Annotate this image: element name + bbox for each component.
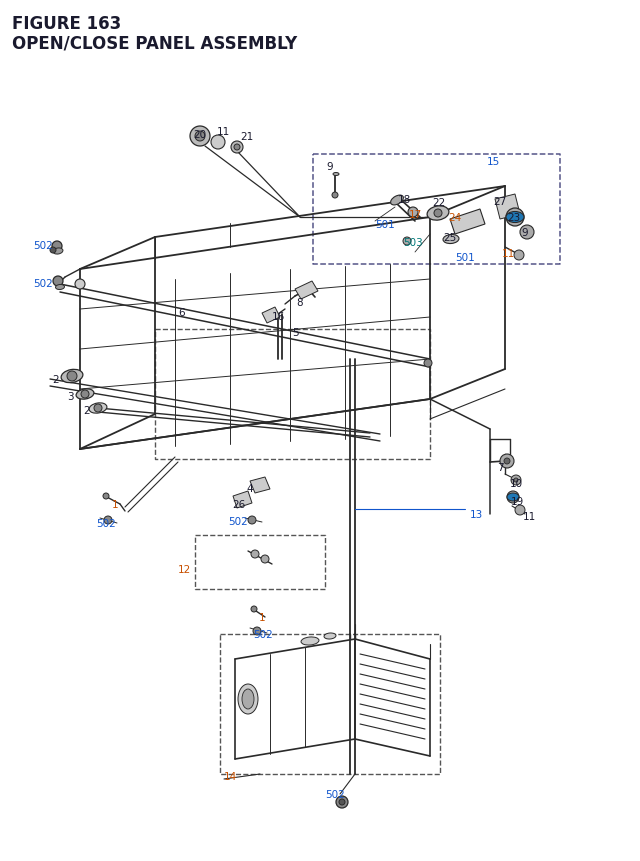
Ellipse shape bbox=[242, 689, 254, 709]
Circle shape bbox=[424, 360, 432, 368]
Text: 3: 3 bbox=[67, 392, 74, 401]
Circle shape bbox=[94, 405, 102, 412]
Text: 502: 502 bbox=[33, 241, 52, 251]
Circle shape bbox=[261, 555, 269, 563]
Text: 17: 17 bbox=[409, 210, 422, 220]
Text: 19: 19 bbox=[511, 497, 524, 506]
Polygon shape bbox=[450, 210, 485, 235]
Text: 9: 9 bbox=[521, 228, 527, 238]
Circle shape bbox=[231, 142, 243, 154]
Circle shape bbox=[500, 455, 514, 468]
Ellipse shape bbox=[390, 195, 403, 206]
Circle shape bbox=[514, 251, 524, 261]
Text: 2: 2 bbox=[83, 406, 90, 416]
Ellipse shape bbox=[507, 493, 519, 501]
Ellipse shape bbox=[238, 684, 258, 714]
Circle shape bbox=[75, 280, 85, 289]
Text: FIGURE 163: FIGURE 163 bbox=[12, 15, 121, 33]
Text: 503: 503 bbox=[403, 238, 423, 248]
Ellipse shape bbox=[506, 213, 524, 223]
Text: 11: 11 bbox=[217, 127, 230, 137]
Circle shape bbox=[50, 248, 56, 254]
Text: 18: 18 bbox=[398, 195, 412, 205]
Circle shape bbox=[251, 550, 259, 558]
Text: 27: 27 bbox=[493, 197, 506, 207]
Text: 14: 14 bbox=[224, 771, 237, 781]
Text: 501: 501 bbox=[375, 220, 395, 230]
Text: 16: 16 bbox=[272, 312, 285, 322]
Circle shape bbox=[253, 628, 261, 635]
Circle shape bbox=[67, 372, 77, 381]
Circle shape bbox=[248, 517, 256, 524]
Text: 502: 502 bbox=[253, 629, 273, 639]
Text: 11: 11 bbox=[502, 249, 515, 258]
Ellipse shape bbox=[333, 173, 339, 177]
Text: 8: 8 bbox=[296, 298, 303, 307]
Ellipse shape bbox=[301, 637, 319, 645]
Text: 501: 501 bbox=[455, 253, 475, 263]
Circle shape bbox=[507, 492, 519, 504]
Circle shape bbox=[332, 193, 338, 199]
Circle shape bbox=[211, 136, 225, 150]
Ellipse shape bbox=[324, 633, 336, 639]
Text: 23: 23 bbox=[507, 213, 520, 223]
Text: 12: 12 bbox=[178, 564, 191, 574]
Text: 21: 21 bbox=[240, 132, 253, 142]
Polygon shape bbox=[262, 307, 280, 324]
Text: 25: 25 bbox=[443, 232, 456, 243]
Text: 24: 24 bbox=[448, 213, 461, 223]
Circle shape bbox=[434, 210, 442, 218]
Text: 502: 502 bbox=[325, 789, 345, 799]
Ellipse shape bbox=[443, 235, 459, 245]
Text: 2: 2 bbox=[52, 375, 59, 385]
Circle shape bbox=[339, 799, 345, 805]
Polygon shape bbox=[250, 478, 270, 493]
Ellipse shape bbox=[427, 207, 449, 221]
Circle shape bbox=[52, 242, 62, 251]
Circle shape bbox=[504, 458, 510, 464]
Text: 5: 5 bbox=[292, 328, 299, 338]
Text: 15: 15 bbox=[487, 157, 500, 167]
Text: 26: 26 bbox=[232, 499, 245, 510]
Text: 6: 6 bbox=[178, 307, 184, 318]
Circle shape bbox=[190, 127, 210, 147]
Polygon shape bbox=[495, 195, 520, 220]
Text: 502: 502 bbox=[33, 279, 52, 288]
Text: 9: 9 bbox=[326, 162, 333, 172]
Text: 20: 20 bbox=[193, 130, 206, 139]
Text: 11: 11 bbox=[523, 511, 536, 522]
Ellipse shape bbox=[89, 403, 107, 413]
Text: 22: 22 bbox=[432, 198, 445, 208]
Circle shape bbox=[195, 132, 205, 142]
Text: 4: 4 bbox=[246, 483, 253, 493]
Text: OPEN/CLOSE PANEL ASSEMBLY: OPEN/CLOSE PANEL ASSEMBLY bbox=[12, 35, 297, 53]
Circle shape bbox=[104, 517, 112, 524]
Circle shape bbox=[251, 606, 257, 612]
Circle shape bbox=[53, 276, 63, 287]
Polygon shape bbox=[295, 282, 318, 300]
Circle shape bbox=[408, 208, 418, 218]
Ellipse shape bbox=[61, 370, 83, 383]
Text: 13: 13 bbox=[470, 510, 483, 519]
Circle shape bbox=[511, 475, 521, 486]
Ellipse shape bbox=[53, 249, 63, 255]
Text: 10: 10 bbox=[510, 479, 523, 488]
Text: 502: 502 bbox=[228, 517, 248, 526]
Ellipse shape bbox=[76, 389, 94, 400]
Text: 7: 7 bbox=[497, 462, 504, 473]
Circle shape bbox=[81, 391, 89, 399]
Circle shape bbox=[515, 505, 525, 516]
Circle shape bbox=[520, 226, 534, 239]
Circle shape bbox=[506, 208, 524, 226]
Circle shape bbox=[336, 796, 348, 808]
Text: 502: 502 bbox=[96, 518, 116, 529]
Circle shape bbox=[403, 238, 411, 245]
Circle shape bbox=[103, 493, 109, 499]
Text: 1: 1 bbox=[112, 499, 118, 510]
Text: 1: 1 bbox=[259, 612, 266, 623]
Ellipse shape bbox=[56, 285, 65, 290]
Circle shape bbox=[234, 145, 240, 151]
Circle shape bbox=[514, 479, 518, 482]
Polygon shape bbox=[233, 492, 252, 508]
